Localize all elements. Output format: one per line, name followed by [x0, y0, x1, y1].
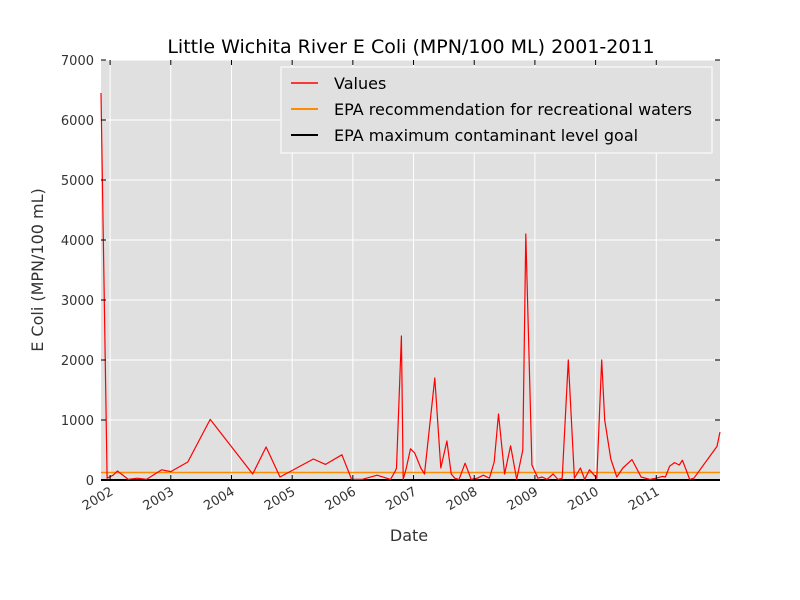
series-layer — [100, 92, 721, 481]
y-axis: 0 1000 2000 3000 4000 5000 6000 7000 — [61, 54, 94, 489]
y-tick-label: 3000 — [61, 294, 94, 309]
x-tick-label: 2006 — [323, 484, 359, 514]
ticks — [101, 59, 720, 481]
legend-box — [280, 66, 713, 154]
y-tick-label: 4000 — [61, 234, 94, 249]
y-tick-label: 6000 — [61, 114, 94, 129]
values-series-line — [100, 92, 721, 480]
y-tick-label: 0 — [86, 474, 94, 489]
y-tick-label: 1000 — [61, 414, 94, 429]
legend-label-epa-recommendation: EPA recommendation for recreational wate… — [334, 100, 692, 119]
grid — [101, 59, 720, 481]
legend-label-values: Values — [334, 74, 386, 93]
y-tick-label: 7000 — [61, 54, 94, 69]
x-tick-label: 2005 — [262, 484, 298, 514]
x-tick-label: 2004 — [201, 484, 237, 514]
chart-title: Little Wichita River E Coli (MPN/100 ML)… — [167, 36, 654, 58]
x-tick-label: 2003 — [141, 484, 177, 514]
x-tick-label: 2007 — [383, 484, 419, 514]
x-tick-label: 2008 — [444, 484, 480, 514]
y-tick-label: 2000 — [61, 354, 94, 369]
x-axis-title: Date — [390, 526, 428, 545]
legend: Values EPA recommendation for recreation… — [280, 66, 713, 154]
x-tick-label: 2009 — [505, 484, 541, 514]
y-tick-label: 5000 — [61, 174, 94, 189]
x-tick-label: 2011 — [626, 484, 662, 514]
x-axis: 2002 2003 2004 2005 2006 2007 2008 2009 2010 2011 — [80, 484, 662, 514]
x-tick-label: 2010 — [565, 484, 601, 514]
legend-label-epa-mclg: EPA maximum contaminant level goal — [334, 126, 638, 145]
y-axis-title: E Coli (MPN/100 mL) — [28, 188, 47, 352]
